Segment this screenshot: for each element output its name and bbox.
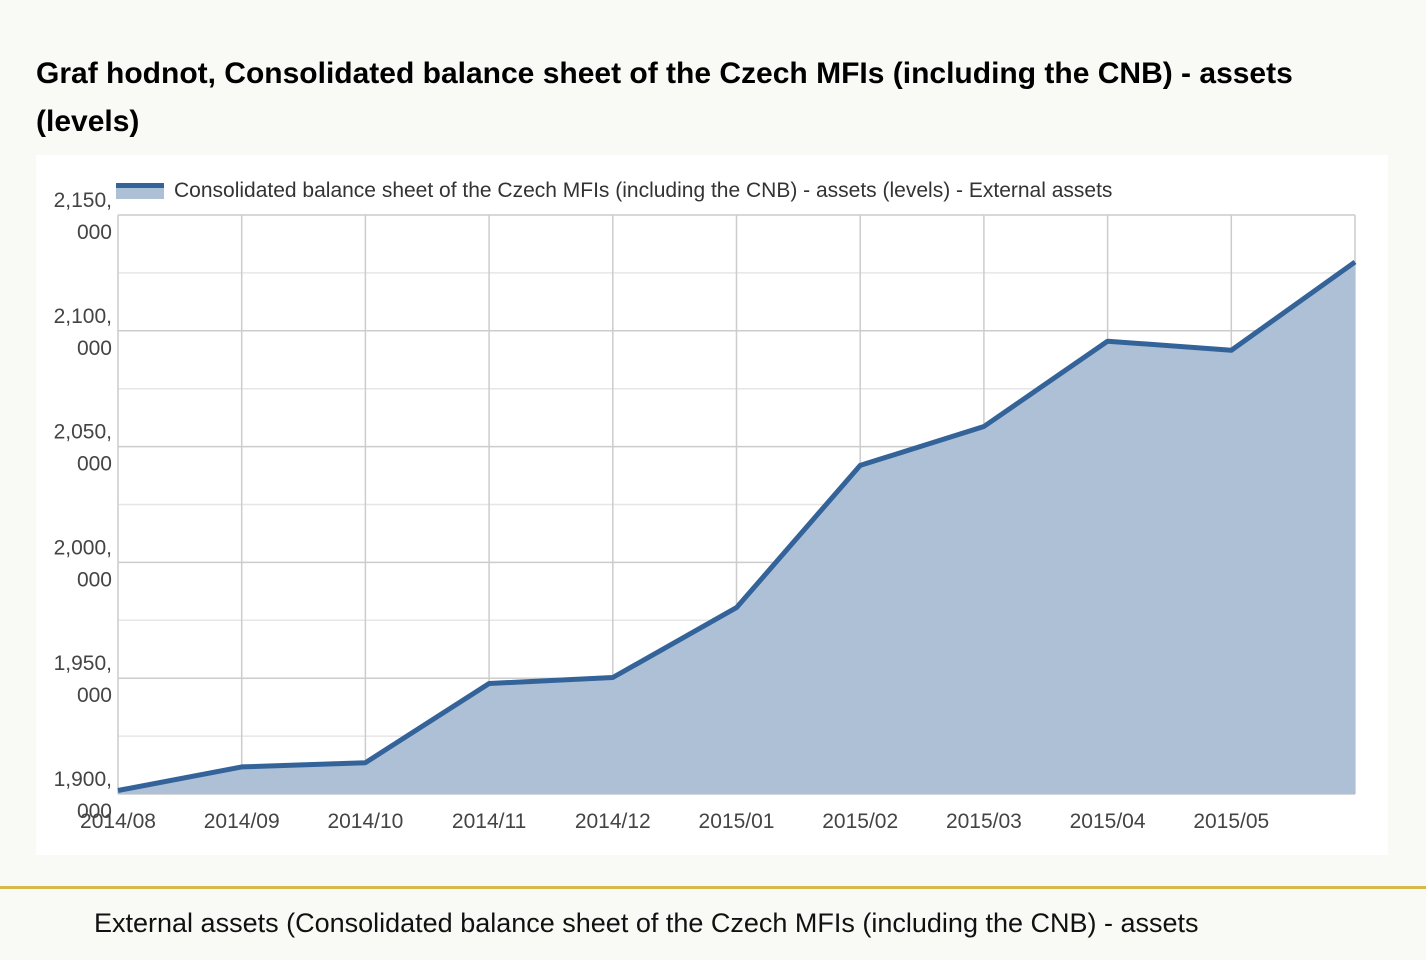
page-title: Graf hodnot, Consolidated balance sheet …	[36, 57, 1293, 138]
footer-caption: External assets (Consolidated balance sh…	[94, 908, 1199, 938]
x-tick-label: 2014/09	[204, 810, 280, 833]
x-tick-label: 2015/04	[1070, 810, 1146, 833]
data-point	[1352, 259, 1358, 265]
footer-divider	[0, 886, 1426, 889]
x-tick-label: 2015/05	[1193, 810, 1269, 833]
legend-label: Consolidated balance sheet of the Czech …	[174, 179, 1112, 202]
legend-swatch-line	[116, 183, 164, 188]
data-point	[981, 423, 987, 429]
y-axis: 1,900, 000 1,950, 000 2,000, 000 2,050, 000 2,10…	[54, 189, 112, 823]
x-tick-label: 2015/01	[699, 810, 775, 833]
x-tick-label: 2014/10	[327, 810, 403, 833]
data-point	[115, 788, 121, 794]
x-tick-label: 2015/03	[946, 810, 1022, 833]
x-tick-label: 2014/12	[575, 810, 651, 833]
x-tick-label: 2015/02	[822, 810, 898, 833]
data-point	[610, 675, 616, 681]
x-tick-label: 2014/08	[80, 810, 156, 833]
data-point	[362, 760, 368, 766]
y-tick-label: 1,900, 000	[54, 768, 112, 823]
chart-legend[interactable]: Consolidated balance sheet of the Czech …	[116, 179, 1112, 202]
y-tick-label: 2,050, 000	[54, 421, 112, 476]
legend-swatch-fill	[116, 188, 164, 199]
y-tick-label: 2,150, 000	[54, 189, 112, 244]
series-area-fill	[118, 262, 1355, 794]
x-axis: 2014/08 2014/09 2014/10 2014/11 2014/12 2015/…	[80, 810, 1269, 833]
data-point	[239, 764, 245, 770]
y-tick-label: 2,000, 000	[54, 536, 112, 591]
data-point	[1105, 338, 1111, 344]
data-point	[857, 462, 863, 468]
y-tick-label: 2,100, 000	[54, 305, 112, 360]
data-point	[734, 605, 740, 611]
x-tick-label: 2014/11	[452, 810, 526, 833]
area-chart: 1,900, 000 1,950, 000 2,000, 000 2,050, 000 2,10…	[54, 179, 1358, 833]
chart-panel: 1,900, 000 1,950, 000 2,000, 000 2,050, 000 2,10…	[36, 155, 1388, 855]
data-point	[486, 681, 492, 687]
y-tick-label: 1,950, 000	[54, 652, 112, 707]
series-line	[117, 259, 1357, 793]
data-point	[1228, 347, 1234, 353]
